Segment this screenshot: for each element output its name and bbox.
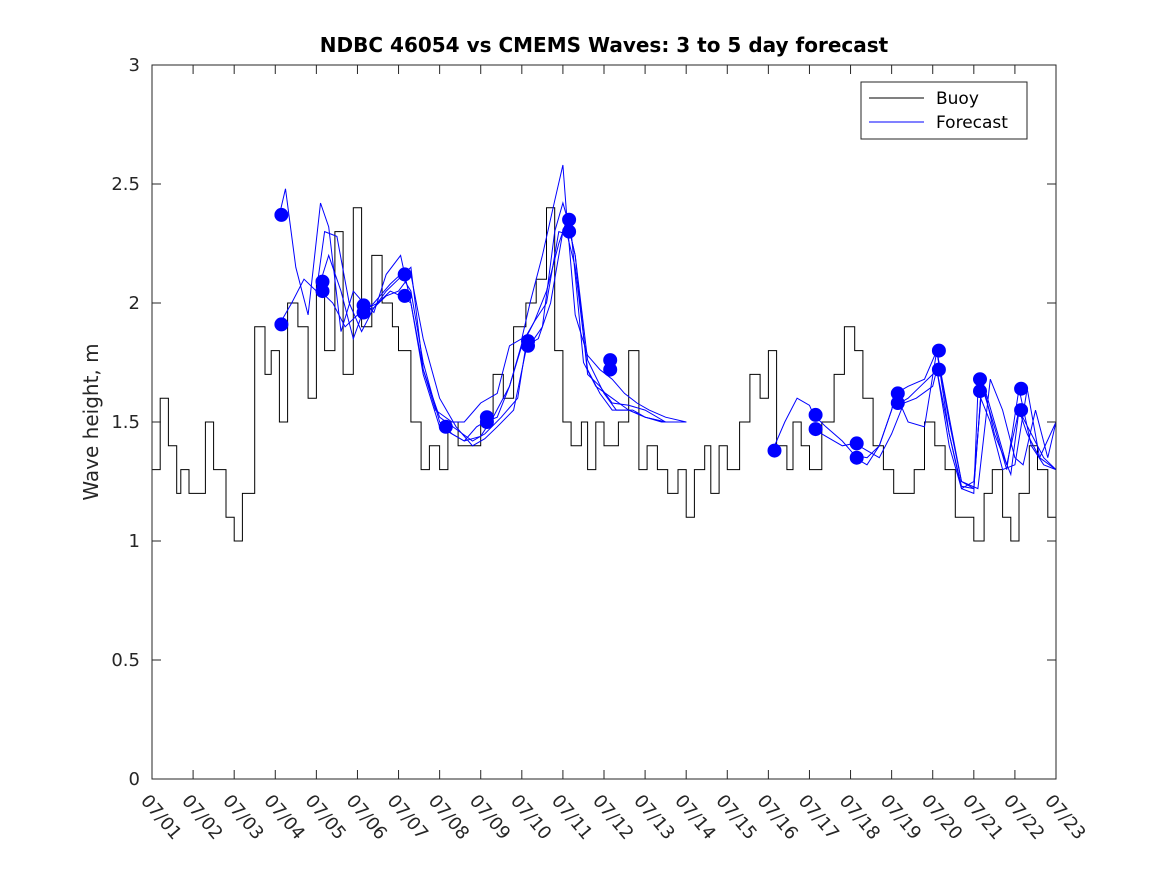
y-axis-label: Wave height, m	[79, 343, 103, 500]
forecast-marker	[849, 436, 864, 451]
forecast-marker	[562, 224, 577, 239]
forecast-marker	[890, 396, 905, 410]
forecast-run-line-5	[363, 217, 687, 442]
forecast-marker	[849, 450, 864, 465]
y-axis: 0 0.5 1 1.5 2 2.5 3	[111, 55, 1056, 790]
forecast-marker	[356, 305, 371, 320]
forecast-marker	[438, 419, 453, 434]
forecast-marker	[315, 284, 330, 299]
forecast-marker	[767, 443, 782, 458]
forecast-marker	[931, 343, 946, 358]
forecast-marker	[397, 288, 412, 303]
legend-forecast-label: Forecast	[936, 113, 1008, 133]
forecast-marker	[808, 422, 823, 437]
y-tick-label: 3	[129, 55, 140, 76]
forecast-marker	[603, 362, 618, 377]
forecast-marker	[562, 212, 577, 227]
forecast-marker	[1014, 381, 1029, 396]
y-tick-label: 2	[129, 293, 140, 314]
forecast-marker	[973, 372, 987, 387]
data-layer	[152, 164, 1057, 542]
legend-box	[860, 81, 1028, 140]
forecast-run-line-10	[936, 350, 1057, 490]
forecast-marker	[808, 407, 823, 422]
forecast-run-line-9	[895, 368, 1057, 490]
forecast-marker	[521, 338, 535, 353]
y-tick-label: 0	[129, 769, 140, 790]
chart-title: NDBC 46054 vs CMEMS Waves: 3 to 5 day fo…	[320, 33, 889, 57]
y-tick-label: 2.5	[111, 174, 140, 195]
forecast-marker	[274, 317, 289, 332]
legend-buoy-label: Buoy	[936, 89, 979, 109]
forecast-marker	[1014, 403, 1029, 418]
legend: Buoy Forecast	[860, 81, 1028, 140]
forecast-marker	[397, 267, 412, 282]
buoy-series-line	[152, 207, 1057, 542]
y-tick-label: 1	[129, 531, 140, 552]
forecast-run-line-3	[320, 217, 687, 442]
forecast-marker	[973, 384, 987, 399]
forecast-marker	[479, 415, 494, 429]
forecast-marker	[931, 362, 946, 377]
y-tick-label: 1.5	[111, 412, 140, 433]
y-tick-label: 0.5	[111, 650, 140, 671]
forecast-marker	[274, 207, 289, 222]
